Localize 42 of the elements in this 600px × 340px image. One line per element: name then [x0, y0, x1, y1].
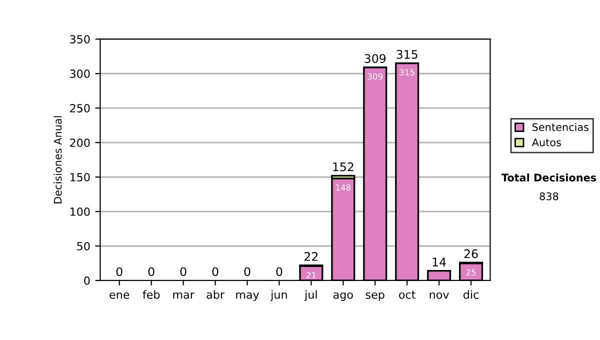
text: Total Decisiones: [501, 173, 596, 182]
data-label: 315: [400, 69, 414, 76]
total-label: 14: [432, 258, 446, 266]
x-tick-label: jun: [270, 290, 287, 301]
text: 838: [540, 192, 558, 200]
x-tick-label: jul: [304, 290, 317, 301]
total-label: 0: [116, 267, 122, 276]
total-label: 309: [364, 54, 386, 64]
total-label: 22: [304, 252, 318, 261]
x-tick-label: feb: [142, 290, 160, 299]
x-tick-label: nov: [430, 292, 449, 299]
y-tick-label: 150: [70, 173, 90, 182]
x-tick-label: abr: [206, 290, 224, 299]
x-tick-label: oct: [399, 290, 416, 299]
total-label: 0: [180, 267, 186, 276]
y-tick-label: 350: [70, 35, 90, 44]
total-label: 0: [212, 267, 218, 276]
total-label: 26: [464, 249, 478, 258]
total-label: 0: [148, 267, 154, 276]
x-tick-label: dic: [464, 290, 478, 299]
y-tick-label: 100: [70, 208, 90, 216]
x-tick-label: may: [236, 292, 260, 301]
total-label: 0: [244, 267, 250, 276]
y-tick-label: 200: [70, 138, 90, 147]
data-label: 21: [306, 272, 316, 278]
y-axis-title: Decisiones Anual: [54, 116, 62, 204]
legend-label: Autos: [532, 138, 561, 146]
x-tick-label: mar: [173, 292, 194, 299]
y-tick-label: 0: [84, 276, 90, 285]
x-tick-label: ene: [110, 292, 130, 299]
x-tick-label: ago: [333, 292, 353, 301]
data-label: 309: [368, 73, 382, 80]
total-label: 0: [276, 267, 282, 276]
y-tick-label: 300: [70, 70, 90, 78]
data-label: 148: [336, 184, 351, 191]
total-label: 152: [333, 162, 354, 172]
total-label: 315: [396, 50, 418, 59]
data-label: 25: [466, 269, 476, 276]
y-tick-label: 250: [70, 104, 90, 112]
legend-label: Sentencias: [532, 122, 588, 132]
x-tick-label: sep: [366, 292, 384, 301]
y-tick-label: 50: [77, 242, 90, 250]
